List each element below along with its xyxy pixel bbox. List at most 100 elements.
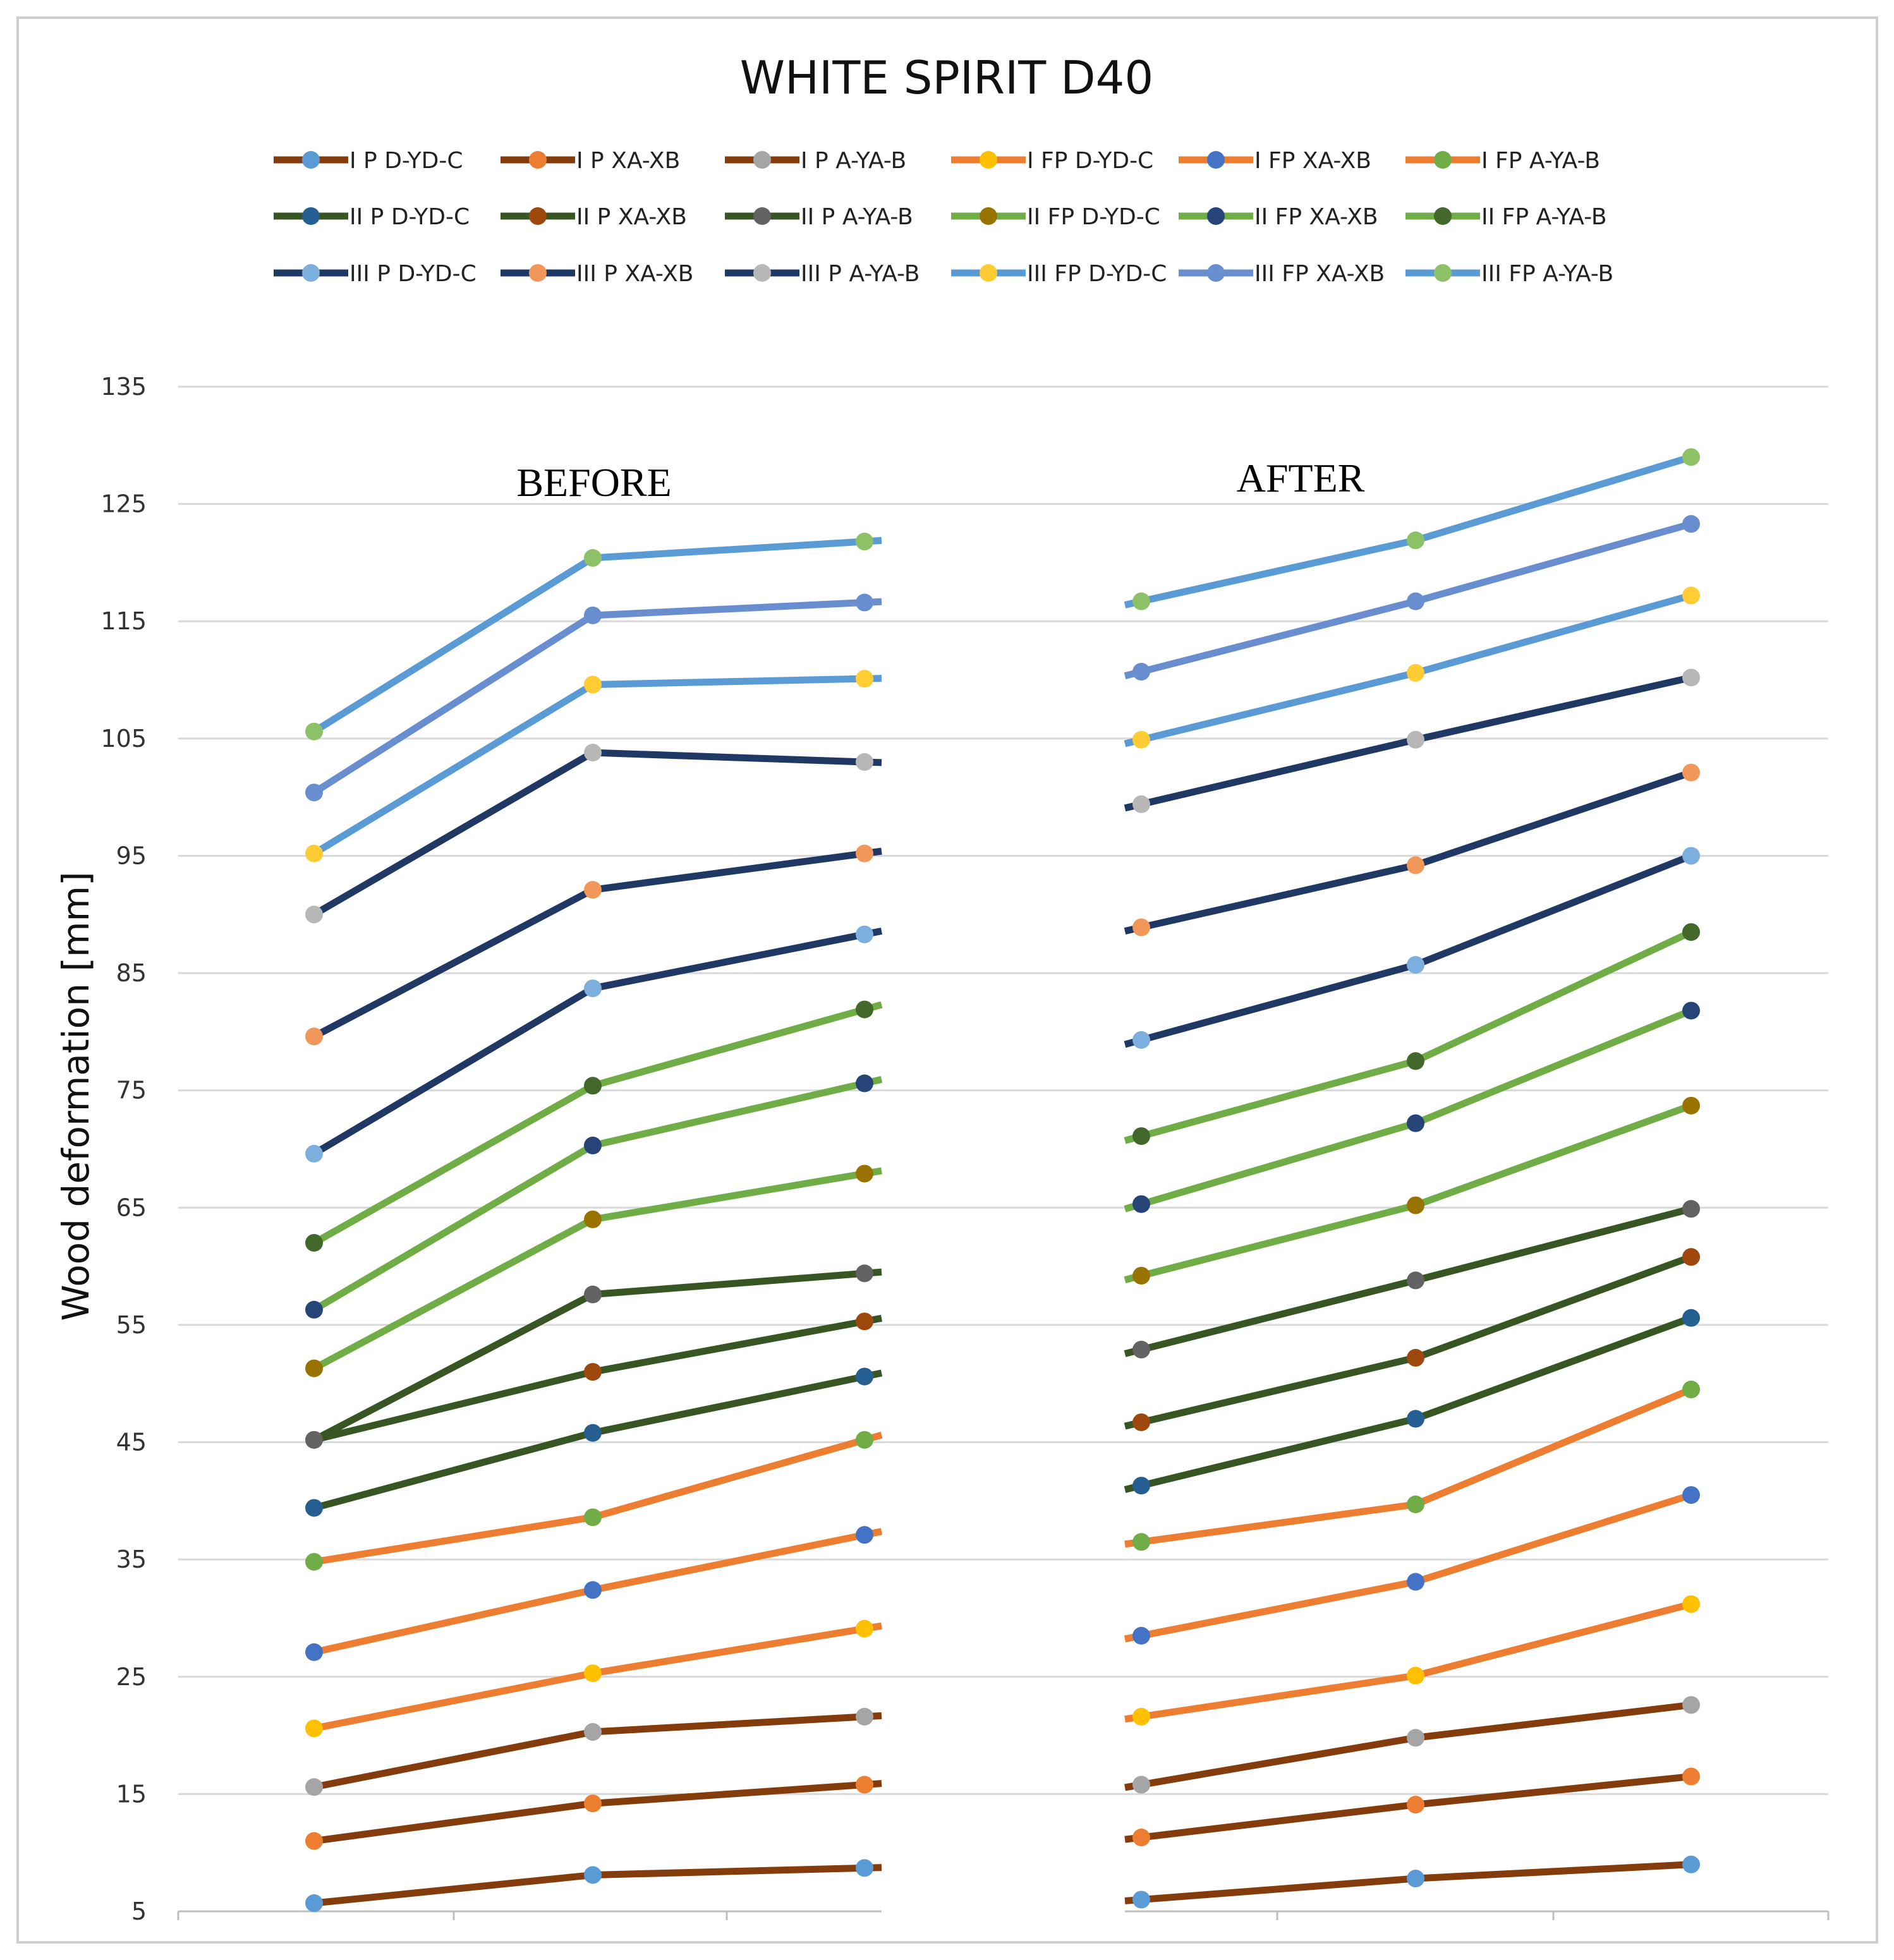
point-before-i-p-a-ya-b-3 xyxy=(856,1707,873,1726)
x-axis xyxy=(177,1910,1830,1920)
point-before-i-p-d-yd-c-1 xyxy=(305,1894,323,1913)
legend-item-ii-p-a-ya-b: II P A-YA-B xyxy=(725,204,913,230)
point-before-ii-fp-xa-xb-3 xyxy=(856,1074,873,1092)
point-before-iii-fp-d-yd-c-2 xyxy=(584,675,602,694)
section-label-after: AFTER xyxy=(1237,456,1365,500)
point-after-ii-fp-a-ya-b-1 xyxy=(1132,1127,1150,1146)
gridlines xyxy=(178,385,1828,1795)
point-after-i-p-a-ya-b-1 xyxy=(1132,1775,1150,1794)
legend-marker-iii-fp-a-ya-b xyxy=(1434,264,1452,282)
point-after-iii-fp-d-yd-c-3 xyxy=(1682,586,1700,605)
y-tick-label-135: 135 xyxy=(100,373,147,401)
legend-label-iii-p-a-ya-b: III P A-YA-B xyxy=(801,261,920,287)
legend-label-iii-fp-xa-xb: III FP XA-XB xyxy=(1254,261,1385,287)
point-before-ii-p-xa-xb-3 xyxy=(856,1312,873,1331)
point-before-i-fp-xa-xb-2 xyxy=(584,1581,602,1599)
y-tick-label-55: 55 xyxy=(116,1311,147,1339)
point-before-iii-p-a-ya-b-3 xyxy=(856,753,873,771)
point-before-iii-fp-a-ya-b-2 xyxy=(584,548,602,567)
y-tick-label-45: 45 xyxy=(116,1429,147,1456)
series-line-before-ii-fp-a-ya-b xyxy=(312,1001,883,1246)
point-after-iii-p-a-ya-b-2 xyxy=(1407,730,1424,749)
point-after-ii-fp-a-ya-b-3 xyxy=(1682,923,1700,941)
legend-label-iii-p-xa-xb: III P XA-XB xyxy=(576,261,694,287)
legend-marker-ii-p-d-yd-c xyxy=(302,207,320,225)
point-before-ii-fp-a-ya-b-1 xyxy=(305,1233,323,1252)
legend-label-iii-p-d-yd-c: III P D-YD-C xyxy=(349,261,477,287)
point-before-iii-p-d-yd-c-3 xyxy=(856,925,873,943)
legend-marker-iii-p-d-yd-c xyxy=(302,264,320,282)
point-before-i-p-d-yd-c-2 xyxy=(584,1866,602,1884)
point-after-i-fp-a-ya-b-2 xyxy=(1407,1495,1424,1513)
point-before-iii-fp-a-ya-b-3 xyxy=(856,533,873,551)
point-after-iii-p-xa-xb-3 xyxy=(1682,763,1700,782)
point-before-ii-fp-d-yd-c-2 xyxy=(584,1210,602,1228)
legend-label-iii-fp-a-ya-b: III FP A-YA-B xyxy=(1481,261,1613,287)
legend-marker-i-fp-a-ya-b xyxy=(1434,151,1452,169)
point-before-ii-p-d-yd-c-2 xyxy=(584,1424,602,1442)
point-before-ii-fp-d-yd-c-1 xyxy=(305,1359,323,1377)
point-before-ii-fp-xa-xb-2 xyxy=(584,1136,602,1154)
legend-marker-ii-fp-a-ya-b xyxy=(1434,207,1452,225)
point-before-i-p-a-ya-b-2 xyxy=(584,1723,602,1741)
point-after-i-fp-d-yd-c-1 xyxy=(1132,1707,1150,1726)
legend-marker-i-p-d-yd-c xyxy=(302,151,320,169)
legend-label-i-fp-xa-xb: I FP XA-XB xyxy=(1254,148,1371,174)
legend-item-i-fp-xa-xb: I FP XA-XB xyxy=(1179,148,1371,174)
point-before-ii-fp-d-yd-c-3 xyxy=(856,1165,873,1183)
point-after-ii-p-d-yd-c-1 xyxy=(1132,1477,1150,1495)
legend-label-i-fp-d-yd-c: I FP D-YD-C xyxy=(1027,148,1153,174)
legend-marker-iii-p-xa-xb xyxy=(529,264,547,282)
y-tick-label-105: 105 xyxy=(100,725,147,753)
point-before-i-p-a-ya-b-1 xyxy=(305,1778,323,1796)
point-after-i-fp-d-yd-c-2 xyxy=(1407,1666,1424,1685)
point-before-ii-p-d-yd-c-3 xyxy=(856,1367,873,1386)
point-before-ii-p-a-ya-b-3 xyxy=(856,1264,873,1283)
point-before-i-fp-d-yd-c-1 xyxy=(305,1719,323,1738)
point-after-ii-fp-d-yd-c-3 xyxy=(1682,1096,1700,1115)
point-before-i-fp-a-ya-b-1 xyxy=(305,1552,323,1571)
point-before-iii-p-d-yd-c-1 xyxy=(305,1144,323,1163)
point-after-i-p-d-yd-c-1 xyxy=(1132,1890,1150,1909)
point-before-ii-p-a-ya-b-1 xyxy=(305,1431,323,1449)
legend-label-ii-p-xa-xb: II P XA-XB xyxy=(576,204,687,230)
legend-marker-ii-p-a-ya-b xyxy=(753,207,771,225)
point-before-i-fp-a-ya-b-3 xyxy=(856,1431,873,1449)
point-after-i-p-a-ya-b-2 xyxy=(1407,1729,1424,1747)
point-before-iii-p-xa-xb-2 xyxy=(584,881,602,899)
legend-marker-ii-p-xa-xb xyxy=(529,207,547,225)
point-before-iii-fp-xa-xb-1 xyxy=(305,783,323,802)
point-before-i-fp-a-ya-b-2 xyxy=(584,1508,602,1527)
legend-item-i-p-xa-xb: I P XA-XB xyxy=(501,148,680,174)
point-after-iii-p-d-yd-c-1 xyxy=(1132,1031,1150,1049)
legend-marker-iii-fp-d-yd-c xyxy=(980,264,997,282)
point-after-i-fp-a-ya-b-3 xyxy=(1682,1381,1700,1399)
legend-item-i-p-a-ya-b: I P A-YA-B xyxy=(725,148,906,174)
legend-item-ii-fp-a-ya-b: II FP A-YA-B xyxy=(1405,204,1607,230)
point-before-ii-p-xa-xb-2 xyxy=(584,1363,602,1381)
legend-marker-ii-fp-d-yd-c xyxy=(980,207,997,225)
point-after-iii-p-xa-xb-1 xyxy=(1132,918,1150,936)
point-after-iii-fp-xa-xb-1 xyxy=(1132,663,1150,681)
point-before-iii-fp-d-yd-c-3 xyxy=(856,670,873,688)
y-tick-label-35: 35 xyxy=(116,1546,147,1573)
legend-item-i-fp-d-yd-c: I FP D-YD-C xyxy=(951,148,1153,174)
point-after-ii-p-a-ya-b-3 xyxy=(1682,1200,1700,1218)
point-after-iii-fp-a-ya-b-3 xyxy=(1682,448,1700,466)
point-after-ii-fp-xa-xb-2 xyxy=(1407,1114,1424,1132)
point-after-i-fp-d-yd-c-3 xyxy=(1682,1595,1700,1613)
legend-marker-i-fp-xa-xb xyxy=(1207,151,1225,169)
point-after-iii-p-a-ya-b-3 xyxy=(1682,668,1700,687)
point-after-ii-p-d-yd-c-2 xyxy=(1407,1410,1424,1428)
legend-marker-i-p-xa-xb xyxy=(529,151,547,169)
legend-item-ii-p-xa-xb: II P XA-XB xyxy=(501,204,687,230)
legend-marker-iii-fp-xa-xb xyxy=(1207,264,1225,282)
legend-label-i-fp-a-ya-b: I FP A-YA-B xyxy=(1481,148,1600,174)
legend-item-ii-fp-xa-xb: II FP XA-XB xyxy=(1179,204,1378,230)
point-after-i-fp-xa-xb-3 xyxy=(1682,1486,1700,1504)
legend-label-i-p-a-ya-b: I P A-YA-B xyxy=(801,148,906,174)
legend-item-ii-p-d-yd-c: II P D-YD-C xyxy=(274,204,470,230)
legend-item-iii-fp-xa-xb: III FP XA-XB xyxy=(1179,261,1385,287)
point-before-iii-p-a-ya-b-1 xyxy=(305,905,323,924)
point-before-i-p-xa-xb-2 xyxy=(584,1794,602,1813)
